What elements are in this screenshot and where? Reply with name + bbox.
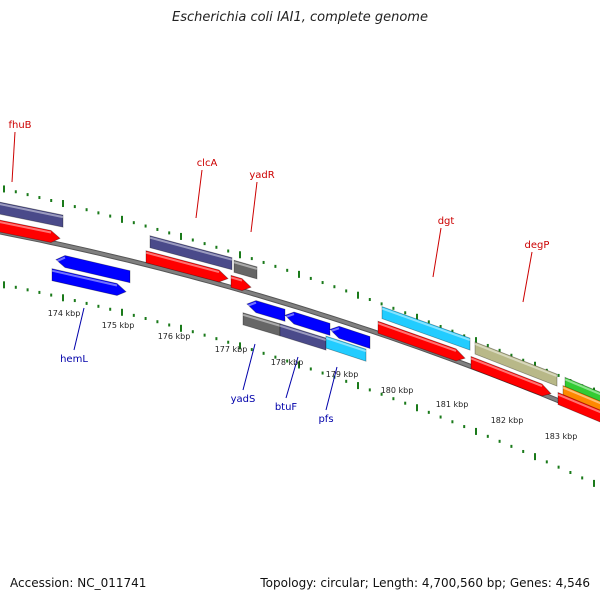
gene-features	[0, 201, 600, 423]
gene-degP-arrow-highlight	[470, 357, 543, 387]
gene-btuF-upper-highlight	[284, 313, 295, 319]
leader-line	[285, 356, 299, 399]
gene-yadR-arrow	[230, 274, 252, 292]
scale-tick-label: 180 kbp	[381, 386, 414, 395]
gene-fhuB-arrow	[0, 219, 61, 243]
gene-label-top: yadR	[249, 170, 274, 181]
gene-hemL-upper-highlight	[55, 256, 66, 263]
scale-tick-label: 178 kbp	[271, 358, 304, 367]
scale-tick-label: 182 kbp	[491, 416, 524, 425]
gene-yadR-block	[233, 259, 258, 280]
gene-hemL-lower-highlight	[51, 269, 118, 287]
leader-line	[73, 307, 85, 351]
gene-pfs-upper-highlight	[329, 327, 340, 333]
gene-next-arrow-highlight	[557, 393, 600, 414]
gene-yadR-arrow-highlight	[230, 276, 243, 282]
gene-dgt-block-highlight	[381, 307, 471, 342]
gene-yadS-upper-highlight	[246, 301, 257, 307]
gene-label-bottom: yadS	[231, 394, 256, 405]
leader-line	[522, 251, 533, 303]
gene-label-top: dgt	[438, 216, 455, 227]
tick-marks	[3, 185, 595, 487]
genome-summary-text: Topology: circular; Length: 4,700,560 bp…	[260, 576, 590, 590]
leader-line	[195, 169, 203, 219]
gene-pfs-lower	[325, 335, 367, 362]
gene-clcA-arrow	[145, 250, 229, 283]
scale-tick-label: 181 kbp	[436, 400, 469, 409]
scale-tick-label: 175 kbp	[102, 321, 135, 330]
gene-fhuB-block-highlight	[0, 203, 64, 219]
map-title: Escherichia coli IAI1, complete genome	[172, 10, 428, 25]
gene-dgt-arrow-highlight	[377, 322, 457, 352]
leader-line	[325, 366, 338, 411]
gene-fhuB-block	[0, 201, 64, 228]
scale-tick-label: 177 kbp	[215, 345, 248, 354]
gene-labels: fhuB clcA yadR dgt degP hemL yadS btuF pfs	[8, 120, 549, 425]
gene-label-bottom: pfs	[318, 414, 333, 425]
gene-degP-block	[474, 341, 558, 387]
gene-degP-arrow	[470, 355, 552, 397]
scale-tick-label: 183 kbp	[545, 432, 578, 441]
gene-hemL-lower	[51, 268, 127, 296]
scale-labels: 174 kbp 175 kbp 176 kbp 177 kbp 178 kbp 179 k…	[48, 309, 578, 441]
leader-line	[11, 131, 16, 183]
gene-next-block	[564, 376, 600, 405]
gene-fhuB-arrow-highlight	[0, 221, 52, 234]
gene-btuF-lower	[279, 323, 327, 351]
gene-dgt-arrow	[377, 320, 466, 362]
leader-line	[250, 181, 258, 233]
gene-label-top: degP	[525, 240, 550, 251]
gene-clcA-arrow-highlight	[145, 251, 220, 274]
gene-next-block-highlight	[564, 378, 600, 396]
gene-hemL-upper	[55, 255, 131, 284]
gene-clcA-block	[149, 235, 233, 271]
gene-label-bottom: hemL	[60, 354, 88, 365]
gene-label-bottom: btuF	[275, 402, 298, 413]
gene-dgt-block	[381, 306, 471, 351]
gene-next-orange-highlight	[562, 386, 600, 405]
gene-yadR-block-highlight	[233, 261, 258, 270]
gene-clcA-block-highlight	[149, 236, 233, 261]
gene-label-top: fhuB	[8, 120, 31, 131]
gene-label-top: clcA	[197, 158, 218, 169]
accession-text: Accession: NC_011741	[10, 576, 147, 590]
leader-line	[432, 227, 442, 278]
scale-tick-label: 174 kbp	[48, 309, 81, 318]
gene-pfs-lower-highlight	[325, 337, 367, 353]
scale-tick-label: 176 kbp	[158, 332, 191, 341]
gene-next-arrow	[557, 391, 600, 423]
leader-line	[242, 343, 256, 391]
gene-btuF-lower-highlight	[279, 324, 327, 342]
gene-yadS-lower-highlight	[242, 313, 281, 327]
gene-pfs-upper	[329, 325, 371, 350]
scale-tick-label: 179 kbp	[326, 370, 359, 379]
gene-degP-block-highlight	[474, 343, 558, 378]
